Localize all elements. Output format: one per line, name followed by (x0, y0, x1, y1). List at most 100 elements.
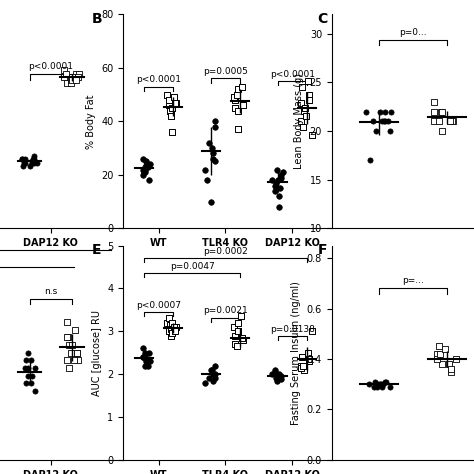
Point (73, 349, 81, 356)
Point (305, 91, 313, 98)
Point (166, 321, 173, 328)
Point (437, 350, 444, 358)
Point (277, 171, 285, 179)
Point (139, 171, 147, 179)
Point (274, 374, 282, 382)
Point (275, 370, 283, 378)
Point (74, 73, 82, 81)
Point (442, 345, 449, 353)
Point (274, 176, 282, 184)
Point (382, 108, 389, 115)
Point (271, 182, 279, 190)
Point (30, 155, 37, 163)
Point (169, 329, 176, 337)
Point (448, 118, 456, 125)
Point (386, 128, 394, 135)
Point (231, 332, 238, 339)
Point (24, 364, 32, 372)
Text: p=0.0002: p=0.0002 (203, 247, 248, 256)
Point (25, 372, 32, 379)
Point (20, 159, 28, 166)
Point (308, 328, 315, 335)
Point (72, 70, 79, 77)
Point (365, 380, 373, 388)
Point (234, 85, 241, 93)
Point (170, 93, 178, 101)
Point (272, 187, 279, 195)
Point (212, 374, 219, 382)
Point (374, 383, 381, 391)
Point (231, 104, 238, 112)
Point (430, 118, 438, 125)
Point (438, 108, 445, 115)
Text: p=0.0138: p=0.0138 (270, 325, 315, 334)
Point (165, 328, 173, 335)
Point (21, 364, 29, 372)
Point (141, 353, 148, 361)
Point (142, 163, 149, 171)
Point (234, 328, 241, 335)
Point (380, 380, 387, 388)
Point (168, 319, 176, 327)
Point (433, 355, 441, 363)
Point (273, 166, 281, 173)
Point (233, 91, 240, 98)
Point (68, 76, 75, 84)
Point (201, 166, 209, 173)
Point (300, 107, 308, 114)
Point (68, 73, 75, 81)
Point (212, 158, 219, 165)
Point (208, 366, 216, 374)
Text: p=0.0047: p=0.0047 (170, 262, 214, 271)
Point (211, 362, 219, 369)
Point (143, 357, 150, 365)
Point (27, 356, 35, 364)
Point (68, 76, 75, 84)
Point (18, 155, 26, 163)
Point (172, 99, 179, 106)
Y-axis label: AUC [glucose] RU: AUC [glucose] RU (91, 310, 102, 396)
Point (300, 362, 307, 369)
Point (298, 118, 305, 125)
Point (29, 155, 36, 163)
Point (145, 176, 153, 184)
Point (376, 108, 383, 115)
Point (64, 334, 71, 341)
Point (63, 80, 71, 87)
Point (72, 76, 79, 84)
Point (378, 383, 386, 391)
Point (298, 362, 305, 369)
Point (374, 380, 382, 388)
Point (18, 155, 26, 163)
Point (208, 144, 216, 152)
Point (170, 323, 178, 331)
Point (305, 96, 312, 104)
Text: p=0...: p=0... (400, 27, 427, 36)
Point (233, 342, 240, 350)
Point (381, 118, 389, 125)
Point (211, 118, 219, 125)
Point (142, 158, 150, 165)
Point (269, 370, 276, 378)
Point (141, 168, 148, 176)
Point (139, 155, 146, 163)
Point (438, 128, 445, 135)
Point (172, 323, 180, 331)
Point (72, 326, 79, 334)
Point (144, 163, 151, 171)
Point (61, 66, 68, 74)
Point (276, 184, 283, 192)
Point (142, 357, 150, 365)
Point (453, 355, 460, 363)
Point (211, 123, 219, 130)
Point (63, 356, 71, 364)
Point (169, 328, 176, 335)
Point (450, 118, 457, 125)
Point (279, 168, 287, 176)
Point (446, 360, 453, 368)
Point (209, 155, 217, 163)
Point (271, 366, 279, 374)
Point (234, 107, 242, 114)
Point (19, 162, 27, 170)
Point (238, 334, 246, 341)
